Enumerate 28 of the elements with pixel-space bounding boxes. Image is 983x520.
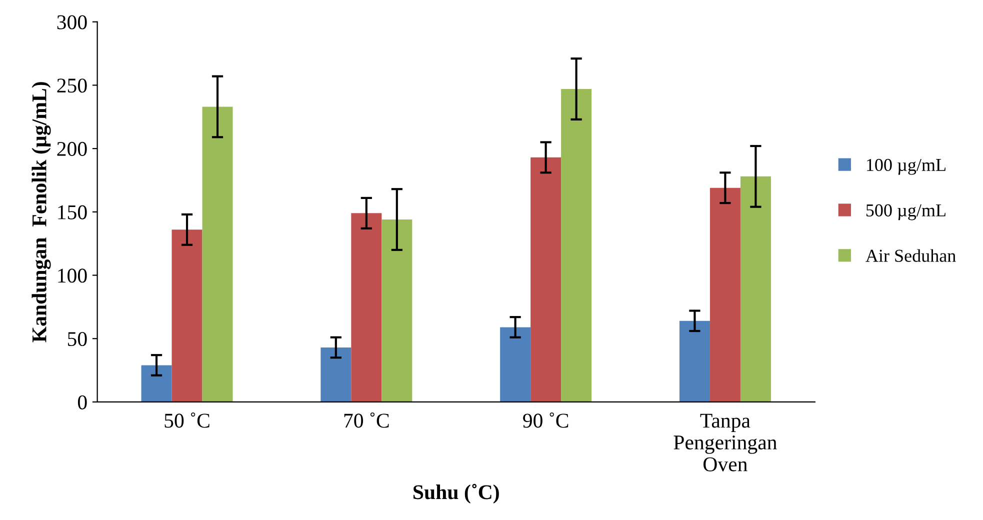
x-axis-title: Suhu (˚C) [414,484,499,504]
bar [740,176,771,402]
y-tick-label: 0 [78,395,87,410]
x-tick-label: 50 ˚C [164,412,210,428]
y-tick-label: 200 [57,142,87,156]
legend-label: 100 µg/mL [867,158,946,175]
y-tick-label: 300 [57,15,87,30]
y-tick-label: 50 [68,332,87,346]
bar [500,327,531,402]
bar [172,230,202,402]
bar [351,213,382,402]
y-tick-label: 100 [58,268,87,283]
bar [320,347,352,402]
legend-label: 500 µg/mL [866,204,946,220]
legend-label: Air Seduhan [866,249,956,262]
bar [382,220,412,402]
bar [561,88,592,402]
bar [202,106,233,402]
x-tick-label: Tanpa Pengeringan Oven [674,414,777,472]
y-axis-title: Kandungan Fenolik (µg/mL) [32,82,51,342]
bar [530,157,562,402]
y-tick-label: 250 [57,78,87,93]
y-tick-label: 150 [58,205,87,220]
bar [710,188,740,402]
x-tick-label: 90 ˚C [523,412,568,428]
bar [679,320,710,402]
bar [141,365,172,402]
x-tick-label: 70 ˚C [344,412,389,428]
